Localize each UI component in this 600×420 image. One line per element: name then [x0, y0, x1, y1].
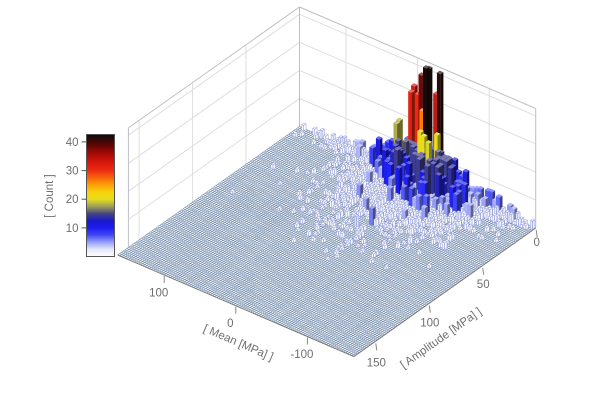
svg-text:10: 10 — [66, 223, 79, 235]
svg-text:0: 0 — [227, 318, 233, 330]
svg-text:100: 100 — [420, 318, 439, 330]
svg-text:0: 0 — [533, 237, 539, 249]
svg-text:100: 100 — [149, 288, 168, 300]
svg-text:[ Count ]: [ Count ] — [44, 174, 56, 217]
svg-text:20: 20 — [66, 194, 79, 206]
svg-text:30: 30 — [66, 166, 79, 178]
svg-text:-100: -100 — [290, 349, 313, 361]
svg-text:40: 40 — [66, 137, 79, 149]
svg-text:50: 50 — [477, 279, 490, 291]
svg-text:150: 150 — [367, 357, 386, 369]
